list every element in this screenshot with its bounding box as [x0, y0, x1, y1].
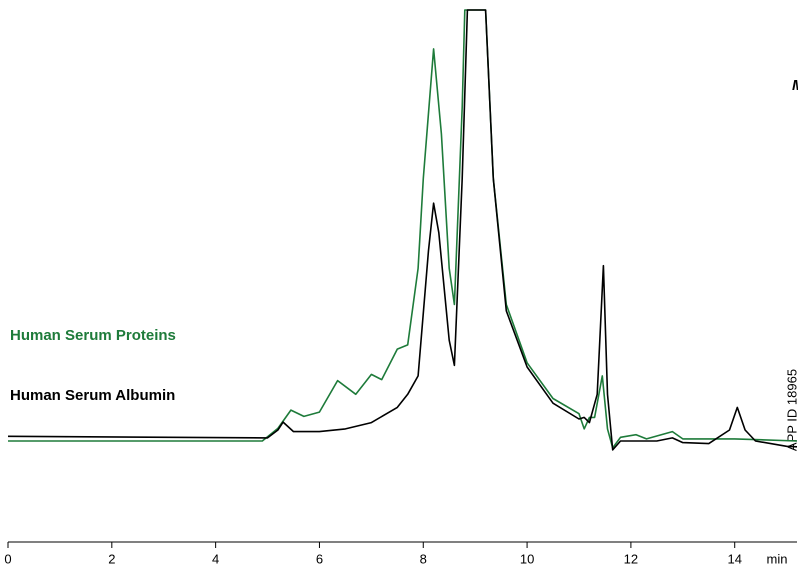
x-tick-label: 4 — [212, 551, 219, 566]
x-tick-label: 12 — [624, 551, 638, 566]
x-axis-label: min — [767, 551, 788, 566]
legend-label: Human Serum Proteins — [10, 327, 176, 344]
x-tick-label: 14 — [727, 551, 741, 566]
trace — [7, 9, 798, 451]
annotation: M — [792, 77, 798, 94]
trace — [8, 9, 798, 449]
x-tick-label: 0 — [4, 551, 11, 566]
x-tick-label: 8 — [420, 551, 427, 566]
x-tick-label: 10 — [520, 551, 534, 566]
annotation: APP ID 18965 — [784, 369, 798, 451]
x-tick-label: 2 — [108, 551, 115, 566]
legend-label: Human Serum Albumin — [10, 387, 175, 404]
x-tick-label: 6 — [316, 551, 323, 566]
